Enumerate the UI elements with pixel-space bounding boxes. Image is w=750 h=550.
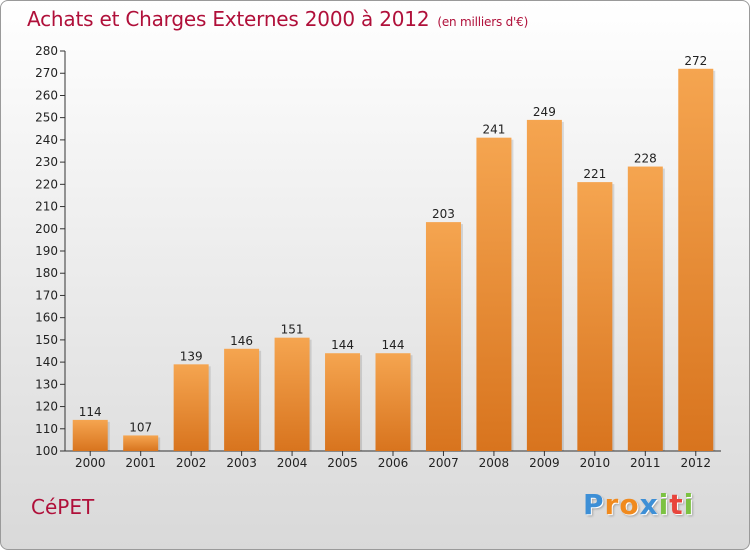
chart-subtitle: (en milliers d'€) bbox=[437, 15, 529, 29]
bar bbox=[476, 137, 512, 451]
chart-title: Achats et Charges Externes 2000 à 2012 (e… bbox=[27, 7, 528, 31]
bar-value-label: 144 bbox=[331, 338, 354, 352]
bar bbox=[526, 119, 562, 451]
bar bbox=[173, 364, 209, 451]
bar-value-label: 114 bbox=[79, 405, 102, 419]
y-tick-label: 170 bbox=[35, 288, 58, 302]
bar bbox=[72, 419, 108, 451]
bar-value-label: 146 bbox=[230, 334, 253, 348]
bars: 114 107 139 146 151 144 144 203 241 249 221 228 272 bbox=[72, 54, 716, 452]
bar bbox=[425, 222, 461, 451]
logo-letter: i bbox=[658, 488, 670, 521]
bar bbox=[375, 353, 411, 451]
x-tick-label: 2008 bbox=[479, 456, 510, 470]
logo-letter: P bbox=[583, 488, 605, 521]
x-tick-label: 2011 bbox=[630, 456, 661, 470]
bar bbox=[577, 182, 613, 451]
x-tick-label: 2012 bbox=[680, 456, 711, 470]
proxiti-logo[interactable]: Proxiti bbox=[583, 488, 694, 521]
bar bbox=[123, 435, 159, 451]
y-tick-label: 190 bbox=[35, 244, 58, 258]
y-tick-label: 200 bbox=[35, 222, 58, 236]
x-tick-label: 2002 bbox=[176, 456, 207, 470]
logo-letter: t bbox=[669, 488, 684, 521]
y-tick-label: 260 bbox=[35, 88, 58, 102]
bar bbox=[678, 68, 714, 452]
x-tick-label: 2005 bbox=[327, 456, 358, 470]
commune-name: CéPET bbox=[31, 495, 95, 519]
logo-letter: r bbox=[604, 488, 620, 521]
x-tick-label: 2007 bbox=[428, 456, 459, 470]
x-axis: 2000 2001 2002 2003 2004 2005 2006 2007 2008 2009… bbox=[65, 450, 721, 470]
y-tick-label: 140 bbox=[35, 355, 58, 369]
bar-value-label: 249 bbox=[533, 105, 556, 119]
x-tick-label: 2001 bbox=[125, 456, 156, 470]
y-tick-label: 110 bbox=[35, 422, 58, 436]
logo-letter: i bbox=[683, 488, 695, 521]
y-tick-label: 220 bbox=[35, 177, 58, 191]
logo-letter: o bbox=[619, 488, 640, 521]
x-tick-label: 2006 bbox=[378, 456, 409, 470]
x-tick-label: 2004 bbox=[277, 456, 308, 470]
y-tick-label: 130 bbox=[35, 377, 58, 391]
bar-value-label: 203 bbox=[432, 207, 455, 221]
y-tick-label: 120 bbox=[35, 400, 58, 414]
bar bbox=[274, 337, 310, 451]
x-tick-label: 2000 bbox=[75, 456, 106, 470]
y-tick-label: 210 bbox=[35, 200, 58, 214]
y-tick-label: 270 bbox=[35, 66, 58, 80]
y-tick-label: 100 bbox=[35, 444, 58, 458]
y-tick-label: 180 bbox=[35, 266, 58, 280]
y-tick-label: 230 bbox=[35, 155, 58, 169]
logo-letter: x bbox=[639, 488, 659, 521]
chart-title-text: Achats et Charges Externes 2000 à 2012 bbox=[27, 7, 430, 31]
y-tick-label: 150 bbox=[35, 333, 58, 347]
bar bbox=[224, 348, 260, 451]
y-tick-label: 250 bbox=[35, 111, 58, 125]
bar bbox=[627, 166, 663, 452]
y-tick-label: 280 bbox=[35, 44, 58, 58]
bar-value-label: 107 bbox=[129, 420, 152, 434]
y-tick-label: 240 bbox=[35, 133, 58, 147]
y-axis: 100 110 120 130 140 150 160 170 180 190 200 210 220 2… bbox=[35, 44, 66, 458]
x-tick-label: 2009 bbox=[529, 456, 560, 470]
bar bbox=[325, 353, 361, 451]
bar-value-label: 144 bbox=[382, 338, 405, 352]
bar-value-label: 272 bbox=[684, 54, 707, 68]
bar-value-label: 151 bbox=[281, 323, 304, 337]
x-tick-label: 2003 bbox=[226, 456, 257, 470]
bar-value-label: 139 bbox=[180, 349, 203, 363]
bar-value-label: 221 bbox=[583, 167, 606, 181]
x-tick-label: 2010 bbox=[580, 456, 611, 470]
bar-value-label: 228 bbox=[634, 152, 657, 166]
y-tick-label: 160 bbox=[35, 311, 58, 325]
bar-value-label: 241 bbox=[482, 123, 505, 137]
